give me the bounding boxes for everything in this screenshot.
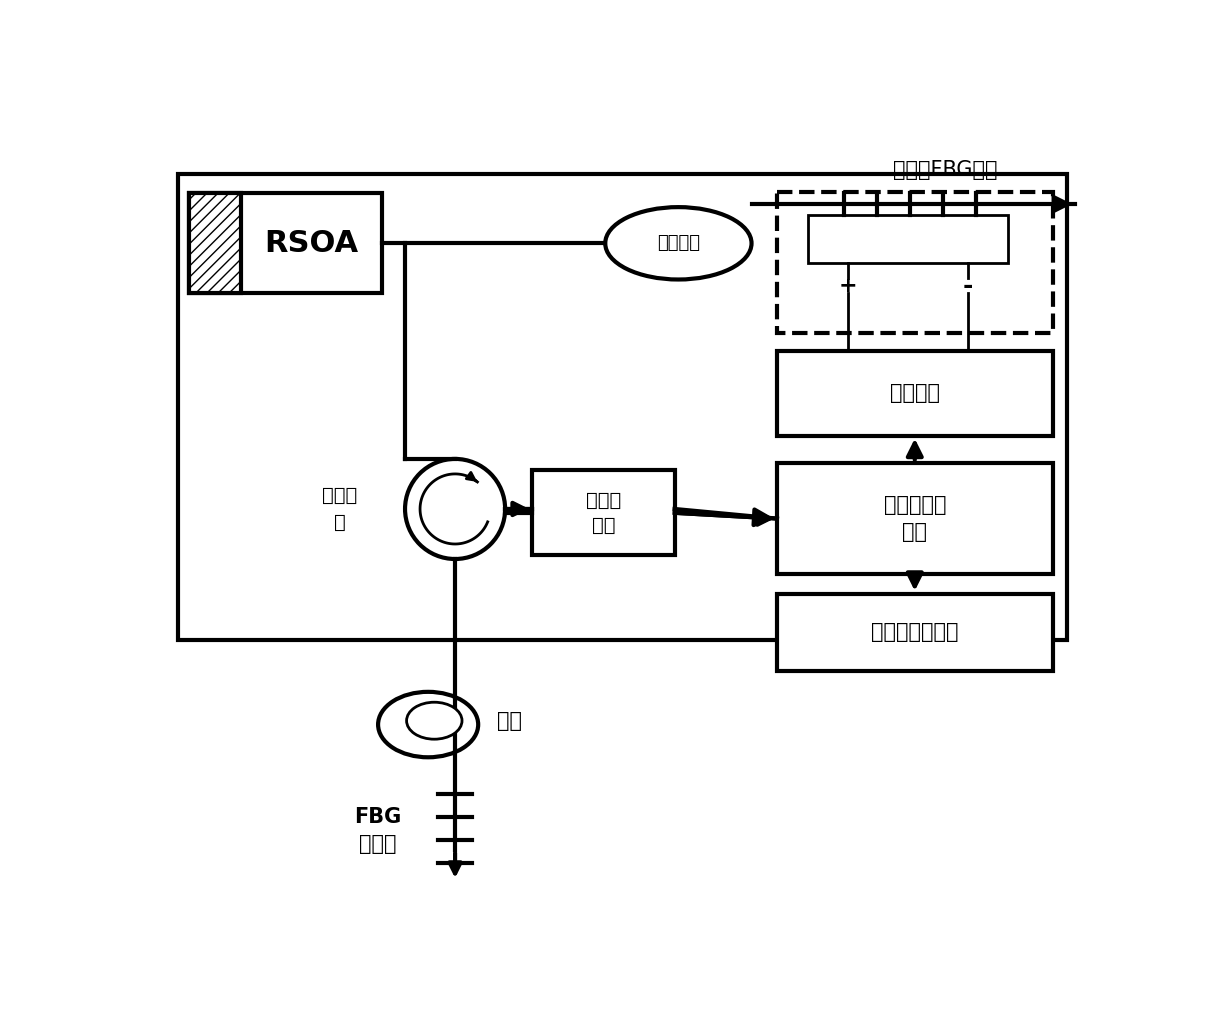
Ellipse shape — [606, 208, 751, 280]
Text: 光电探: 光电探 — [585, 491, 620, 510]
Text: 输出及显示单元: 输出及显示单元 — [870, 622, 959, 643]
Text: 光环形: 光环形 — [322, 486, 357, 504]
Circle shape — [405, 459, 505, 559]
Text: 可调谐FBG单元: 可调谐FBG单元 — [894, 160, 998, 180]
Text: +: + — [839, 276, 857, 295]
Ellipse shape — [378, 692, 478, 757]
Text: 光耦合器: 光耦合器 — [657, 234, 700, 252]
Text: 器: 器 — [334, 513, 346, 532]
Text: FBG: FBG — [354, 807, 402, 827]
Text: RSOA: RSOA — [265, 229, 358, 258]
Text: 处理及控制: 处理及控制 — [884, 495, 946, 514]
Ellipse shape — [407, 702, 463, 740]
Text: -: - — [963, 274, 974, 298]
Text: 光纤: 光纤 — [498, 711, 522, 730]
Bar — [189, 193, 242, 293]
Bar — [189, 193, 382, 293]
Bar — [777, 594, 1053, 670]
Bar — [777, 351, 1053, 436]
Text: 传感器: 传感器 — [359, 834, 397, 854]
Bar — [807, 215, 1008, 262]
Text: 单元: 单元 — [902, 523, 927, 542]
Bar — [777, 463, 1053, 574]
Text: 测器: 测器 — [591, 515, 615, 535]
Bar — [178, 174, 1067, 639]
Bar — [532, 470, 675, 555]
Text: 可调电源: 可调电源 — [890, 383, 940, 404]
Bar — [777, 192, 1053, 333]
